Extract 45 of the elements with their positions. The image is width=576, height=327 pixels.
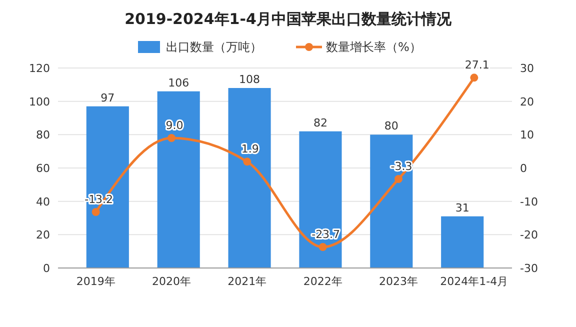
- point: [168, 134, 176, 142]
- x-tick-label: 2022年: [303, 275, 342, 288]
- data-label: 1.9: [241, 142, 259, 156]
- y2-tick-label: -20: [520, 228, 538, 242]
- y-tick-label: 100: [29, 95, 50, 108]
- y-tick-label: 120: [29, 62, 50, 75]
- legend-label: 出口数量（万吨）: [166, 40, 262, 54]
- data-label: 106: [168, 76, 190, 90]
- y-tick-label: 20: [36, 228, 50, 242]
- x-tick-label: 2019年: [76, 275, 116, 288]
- y2-tick-label: -10: [520, 195, 538, 208]
- y2-tick-label: 20: [520, 95, 534, 108]
- data-label: 80: [384, 120, 398, 133]
- bar: [370, 134, 413, 268]
- point: [318, 243, 327, 251]
- x-tick-label: 2024年1-4月: [440, 275, 508, 288]
- data-label: 27.1: [464, 58, 490, 72]
- y-tick-label: 60: [36, 162, 50, 175]
- chart-title: 2019-2024年1-4月中国苹果出口数量统计情况: [124, 10, 452, 28]
- data-label: 97: [100, 91, 115, 104]
- bar: [157, 91, 200, 268]
- y2-tick-label: 0: [520, 162, 527, 175]
- point: [470, 74, 478, 82]
- data-label: 108: [239, 73, 260, 86]
- data-label: 9.0: [166, 119, 184, 132]
- data-label: -23.7: [312, 228, 340, 241]
- point: [92, 208, 100, 216]
- x-tick-label: 2023年: [379, 275, 418, 288]
- x-tick-label: 2020年: [152, 275, 191, 288]
- y-tick-label: 40: [36, 195, 50, 208]
- bar: [86, 106, 129, 268]
- point: [243, 158, 252, 166]
- y2-tick-label: 10: [520, 128, 534, 142]
- x-tick-label: 2021年: [228, 275, 267, 288]
- y-tick-label: 0: [43, 262, 50, 275]
- bar: [441, 216, 484, 268]
- data-label: 82: [313, 116, 328, 130]
- data-label: 31: [455, 201, 470, 214]
- point: [394, 175, 402, 183]
- y2-tick-label: 30: [520, 62, 534, 75]
- bar: [299, 131, 342, 268]
- bar: [228, 88, 271, 268]
- y-tick-label: 80: [36, 128, 50, 142]
- legend-label: 数量增长率（%）: [326, 40, 422, 54]
- y2-tick-label: -30: [520, 262, 538, 275]
